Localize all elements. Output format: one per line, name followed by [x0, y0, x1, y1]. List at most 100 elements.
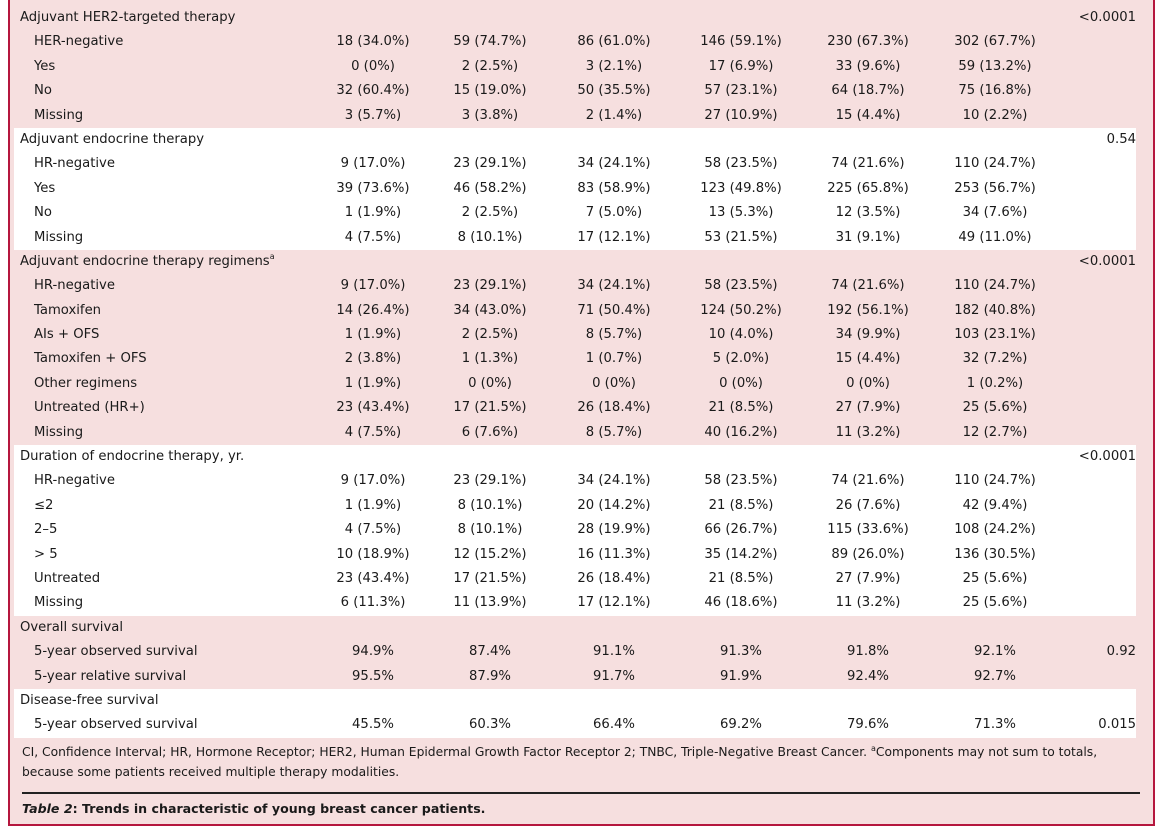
cell-value: 74 (21.6%) — [831, 278, 905, 294]
cell-value: 18 (34.0%) — [336, 34, 410, 50]
cell-value: 94.9% — [352, 644, 394, 660]
cell-value: 0 (0%) — [846, 375, 890, 391]
row-label: AIs + OFS — [34, 327, 100, 343]
cell-value: 59 (13.2%) — [958, 58, 1032, 74]
cell-value: 87.9% — [469, 668, 511, 684]
table-row: ≤2 1 (1.9%) 8 (10.1%) 20 (14.2%) 21 (8.5%) 26… — [14, 494, 1136, 518]
section-header-row: Overall survival — [14, 616, 1136, 640]
cell-value: 23 (43.4%) — [336, 570, 410, 586]
row-label: 5-year observed survival — [34, 717, 198, 733]
cell-value: 58 (23.5%) — [704, 156, 778, 172]
cell-value: 302 (67.7%) — [954, 34, 1036, 50]
cell-value: 7 (5.0%) — [585, 205, 643, 221]
row-label: Tamoxifen + OFS — [34, 351, 147, 367]
cell-value: 12 (15.2%) — [453, 546, 527, 562]
divider — [22, 792, 1140, 794]
cell-value: 26 (7.6%) — [835, 497, 901, 513]
cell-value: 92.4% — [847, 668, 889, 684]
cell-value: 2 (3.8%) — [344, 351, 402, 367]
row-label: HR-negative — [34, 278, 115, 294]
section-title: Adjuvant endocrine therapy — [20, 128, 204, 152]
table-row: Untreated (HR+) 23 (43.4%) 17 (21.5%) 26 (1… — [14, 396, 1136, 420]
cell-value: 25 (5.6%) — [962, 570, 1028, 586]
cell-value: 3 (3.8%) — [461, 107, 519, 123]
cell-value: 34 (24.1%) — [577, 473, 651, 489]
table-row: No 32 (60.4%) 15 (19.0%) 50 (35.5%) 57 (23.1… — [14, 79, 1136, 103]
cell-value: 11 (13.9%) — [453, 595, 527, 611]
cell-value: 8 (10.1%) — [457, 497, 523, 513]
cell-value: 83 (58.9%) — [577, 180, 651, 196]
p-value: 0.54 — [1106, 131, 1136, 147]
cell-value: 6 (7.6%) — [461, 424, 519, 440]
cell-value: 16 (11.3%) — [577, 546, 651, 562]
cell-value: 42 (9.4%) — [962, 497, 1028, 513]
row-label: No — [34, 83, 52, 99]
cell-value: 49 (11.0%) — [958, 229, 1032, 245]
cell-value: 0 (0%) — [468, 375, 512, 391]
cell-value: 1 (1.9%) — [344, 497, 402, 513]
cell-value: 192 (56.1%) — [827, 302, 909, 318]
cell-value: 34 (7.6%) — [962, 205, 1028, 221]
cell-value: 25 (5.6%) — [962, 400, 1028, 416]
table-row: HR-negative 9 (17.0%) 23 (29.1%) 34 (24.1%)… — [14, 152, 1136, 176]
cell-value: 27 (7.9%) — [835, 570, 901, 586]
cell-value: 89 (26.0%) — [831, 546, 905, 562]
cell-value: 26 (18.4%) — [577, 400, 651, 416]
section-title: Disease-free survival — [20, 689, 159, 713]
section-title-text: Adjuvant HER2-targeted therapy — [20, 10, 236, 25]
cell-value: 95.5% — [352, 668, 394, 684]
table-row: HR-negative 9 (17.0%) 23 (29.1%) 34 (24.1%)… — [14, 469, 1136, 493]
table-row: HR-negative 9 (17.0%) 23 (29.1%) 34 (24.1%)… — [14, 274, 1136, 298]
table-row: Tamoxifen 14 (26.4%) 34 (43.0%) 71 (50.4%) 1… — [14, 299, 1136, 323]
cell-value: 0 (0%) — [719, 375, 763, 391]
cell-value: 74 (21.6%) — [831, 473, 905, 489]
cell-value: 91.1% — [593, 644, 635, 660]
row-label: ≤2 — [34, 497, 54, 513]
table-row: Missing 6 (11.3%) 11 (13.9%) 17 (12.1%) 46 (… — [14, 591, 1136, 615]
row-label: Untreated — [34, 570, 101, 586]
cell-value: 225 (65.8%) — [827, 180, 909, 196]
row-label: Tamoxifen — [34, 302, 102, 318]
cell-value: 91.8% — [847, 644, 889, 660]
p-value: <0.0001 — [1078, 10, 1136, 25]
section-header-row: Adjuvant HER2-targeted therapy <0.0001 — [14, 6, 1136, 30]
cell-value: 4 (7.5%) — [344, 424, 402, 440]
row-label: 5-year observed survival — [34, 644, 198, 660]
cell-value: 66 (26.7%) — [704, 522, 778, 538]
cell-value: 45.5% — [352, 717, 394, 733]
cell-value: 1 (1.9%) — [344, 205, 402, 221]
section-title: Adjuvant HER2-targeted therapy — [20, 6, 235, 30]
cell-value: 110 (24.7%) — [954, 278, 1036, 294]
footnote-marker: a — [269, 251, 275, 261]
cell-value: 146 (59.1%) — [700, 34, 782, 50]
table-section: Duration of endocrine therapy, yr. <0.000… — [14, 445, 1136, 616]
cell-value: 12 (3.5%) — [835, 205, 901, 221]
cell-value: 15 (19.0%) — [453, 83, 527, 99]
cell-value: 25 (5.6%) — [962, 595, 1028, 611]
cell-value: 8 (10.1%) — [457, 229, 523, 245]
cell-value: 230 (67.3%) — [827, 34, 909, 50]
cell-value: 17 (12.1%) — [577, 229, 651, 245]
row-label: Yes — [34, 58, 56, 74]
cell-value: 8 (5.7%) — [585, 327, 643, 343]
section-header-row: Disease-free survival — [14, 689, 1136, 713]
cell-value: 15 (4.4%) — [835, 107, 901, 123]
cell-value: 2 (2.5%) — [461, 327, 519, 343]
table-row: > 5 10 (18.9%) 12 (15.2%) 16 (11.3%) 35 (14.… — [14, 543, 1136, 567]
cell-value: 69.2% — [720, 717, 762, 733]
cell-value: 14 (26.4%) — [336, 302, 410, 318]
cell-value: 110 (24.7%) — [954, 156, 1036, 172]
table-row: Yes 0 (0%) 2 (2.5%) 3 (2.1%) 17 (6.9%) 33 (9.… — [14, 55, 1136, 79]
table-row: HER-negative 18 (34.0%) 59 (74.7%) 86 (61.0… — [14, 30, 1136, 54]
cell-value: 50 (35.5%) — [577, 83, 651, 99]
cell-value: 92.1% — [974, 644, 1016, 660]
table-row: 5-year observed survival 94.9% 87.4% 91.1% 9… — [14, 640, 1136, 664]
table-row: 5-year relative survival 95.5% 87.9% 91.7% 9… — [14, 665, 1136, 689]
table-row: Missing 4 (7.5%) 6 (7.6%) 8 (5.7%) 40 (16.2%… — [14, 421, 1136, 445]
cell-value: 9 (17.0%) — [340, 473, 406, 489]
section-title: Adjuvant endocrine therapy regimensa — [20, 250, 275, 274]
cell-value: 10 (18.9%) — [336, 546, 410, 562]
row-label: Missing — [34, 424, 84, 440]
data-table: Adjuvant HER2-targeted therapy <0.0001 HER… — [14, 6, 1136, 738]
cell-value: 34 (24.1%) — [577, 278, 651, 294]
